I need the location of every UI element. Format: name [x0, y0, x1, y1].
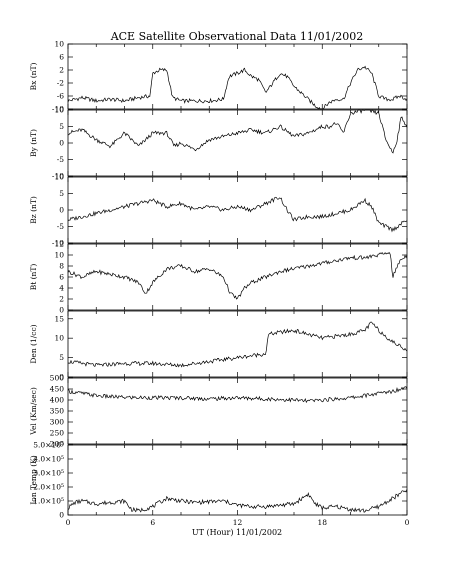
- chart-title: ACE Satellite Observational Data 11/01/2…: [110, 30, 364, 43]
- y-tick-label: -10: [52, 239, 64, 248]
- y-tick-label: -10: [52, 172, 64, 181]
- y-axis-label: Bx (nT): [29, 63, 38, 91]
- y-tick-label: 4.0×10⁵: [33, 455, 64, 464]
- series-line: [67, 196, 408, 233]
- panel-frame: [67, 243, 408, 311]
- panel-frame: [67, 109, 408, 177]
- y-tick-label: 200: [50, 440, 65, 449]
- y-tick-label: 8: [59, 262, 64, 271]
- panel-frame: [67, 444, 408, 516]
- y-axis-label: Bz (nT): [29, 196, 38, 224]
- series-line: [67, 488, 408, 513]
- y-tick-label: 6: [59, 273, 64, 282]
- series-line: [67, 109, 408, 154]
- y-tick-label: -5: [57, 222, 65, 231]
- y-tick-label: 450: [50, 385, 65, 394]
- y-tick-label: 2.0×10⁵: [33, 483, 64, 492]
- y-tick-label: 15: [54, 314, 64, 323]
- y-tick-label: 0: [59, 139, 64, 148]
- y-tick-label: 10: [54, 40, 64, 49]
- y-tick-label: 250: [50, 429, 65, 438]
- series-line: [67, 65, 408, 110]
- x-axis-label: UT (Hour) 11/01/2002: [192, 528, 282, 537]
- y-tick-label: -10: [52, 105, 64, 114]
- x-tick-label: 12: [233, 518, 243, 527]
- panel-frame: [67, 310, 408, 378]
- y-tick-label: -5: [57, 155, 65, 164]
- panel-frame: [67, 377, 408, 445]
- y-tick-label: 0: [59, 373, 64, 382]
- y-tick-label: 10: [54, 251, 64, 260]
- y-tick-label: 1.0×10⁵: [33, 497, 64, 506]
- y-axis-label: Bt (nT): [29, 264, 38, 291]
- y-tick-label: 0: [59, 206, 64, 215]
- y-tick-label: 0: [59, 511, 64, 520]
- panel-frame: [67, 43, 408, 110]
- y-axis-label: Vel (Km/sec): [29, 387, 38, 436]
- y-tick-label: 4: [59, 284, 64, 293]
- series-line: [67, 321, 408, 368]
- y-tick-label: 2: [59, 66, 64, 75]
- y-tick-label: 3.0×10⁵: [33, 469, 64, 478]
- y-tick-label: 5.0×10⁵: [33, 441, 64, 450]
- series-line: [67, 251, 408, 300]
- y-tick-label: 10: [54, 334, 64, 343]
- panels: 10 6 2 -2 -6 -10 Bx (nT) 10 5 0 -5 -10 By (nT) 10 5 0 -5…: [29, 40, 410, 528]
- y-tick-label: 5: [59, 122, 64, 131]
- y-tick-label: 350: [50, 407, 65, 416]
- panel-frame: [67, 176, 408, 244]
- y-axis-label: By (nT): [29, 129, 38, 157]
- y-tick-label: 500: [50, 374, 65, 383]
- series-line: [67, 386, 408, 404]
- y-tick-label: 6: [59, 53, 64, 62]
- y-tick-label: 400: [50, 396, 65, 405]
- x-tick-label: 0: [66, 518, 71, 527]
- x-tick-label: 6: [150, 518, 155, 527]
- y-tick-label: -6: [57, 92, 65, 101]
- y-tick-label: 10: [54, 106, 64, 115]
- x-tick-label: 18: [317, 518, 327, 527]
- y-tick-label: 12: [54, 240, 64, 249]
- x-tick-label: 0: [405, 518, 410, 527]
- y-tick-label: 300: [50, 418, 65, 427]
- y-tick-label: 0: [59, 306, 64, 315]
- y-tick-label: 5: [59, 353, 64, 362]
- y-tick-label: 5: [59, 189, 64, 198]
- y-tick-label: 10: [54, 173, 64, 182]
- y-tick-label: 2: [59, 295, 64, 304]
- y-tick-label: -2: [57, 79, 65, 88]
- y-axis-label: Den (1/cc): [29, 324, 38, 363]
- y-axis-label: Ion Temp (K): [29, 455, 38, 504]
